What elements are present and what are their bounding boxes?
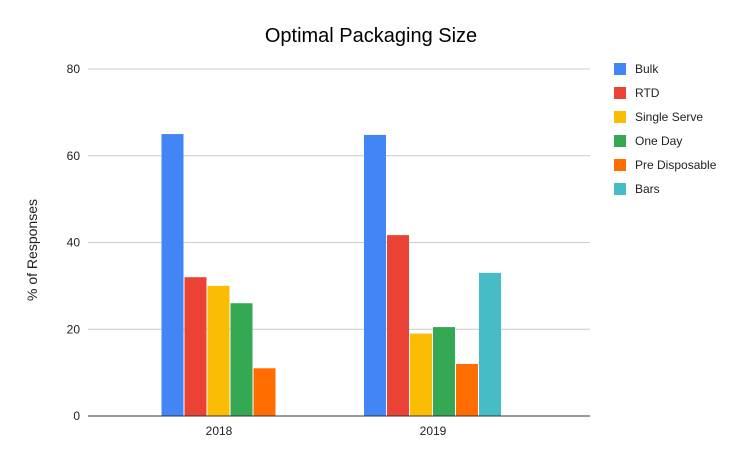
legend-swatch <box>614 135 626 147</box>
bar-pre-disposable-2018 <box>253 368 276 416</box>
bar-single-serve-2018 <box>207 285 230 416</box>
legend-label: Single Serve <box>635 110 703 124</box>
legend-item: Bars <box>614 182 660 196</box>
bar-rtd-2019 <box>387 235 409 416</box>
y-axis-ticks: 0 20 40 60 80 <box>67 62 81 423</box>
legend-label: Bulk <box>635 62 659 76</box>
bar-rtd-2018 <box>184 277 207 416</box>
x-axis-ticks: 2018 2019 <box>206 424 447 438</box>
x-tick-label: 2018 <box>206 424 233 438</box>
y-tick-label: 60 <box>67 149 81 163</box>
y-tick-label: 0 <box>73 409 80 423</box>
legend-label: RTD <box>635 86 660 100</box>
bar-bulk-2018 <box>161 134 184 416</box>
bar-one-day-2019 <box>433 327 455 416</box>
legend-label: Pre Disposable <box>635 158 717 172</box>
y-tick-label: 80 <box>67 62 81 76</box>
y-axis-label: % of Responses <box>24 199 40 301</box>
bar-bars-2019 <box>479 272 501 416</box>
legend-swatch <box>614 183 626 195</box>
legend-item: Single Serve <box>614 110 703 124</box>
legend-swatch <box>614 111 626 123</box>
legend-item: RTD <box>614 86 660 100</box>
x-tick-label: 2019 <box>420 424 447 438</box>
legend-item: One Day <box>614 134 682 148</box>
legend-swatch <box>614 63 626 75</box>
bar-bulk-2019 <box>364 134 386 416</box>
bar-one-day-2018 <box>230 303 253 416</box>
chart-title: Optimal Packaging Size <box>265 25 477 47</box>
legend: Bulk RTD Single Serve One Day Pre Disposable… <box>614 62 717 196</box>
y-tick-label: 40 <box>67 236 81 250</box>
legend-item: Bulk <box>614 62 659 76</box>
legend-swatch <box>614 87 626 99</box>
legend-swatch <box>614 159 626 171</box>
y-tick-label: 20 <box>67 322 81 336</box>
legend-item: Pre Disposable <box>614 158 717 172</box>
legend-label: Bars <box>635 182 660 196</box>
bars <box>161 134 501 416</box>
bar-single-serve-2019 <box>410 333 432 416</box>
legend-label: One Day <box>635 134 682 148</box>
bar-pre-disposable-2019 <box>456 363 478 416</box>
